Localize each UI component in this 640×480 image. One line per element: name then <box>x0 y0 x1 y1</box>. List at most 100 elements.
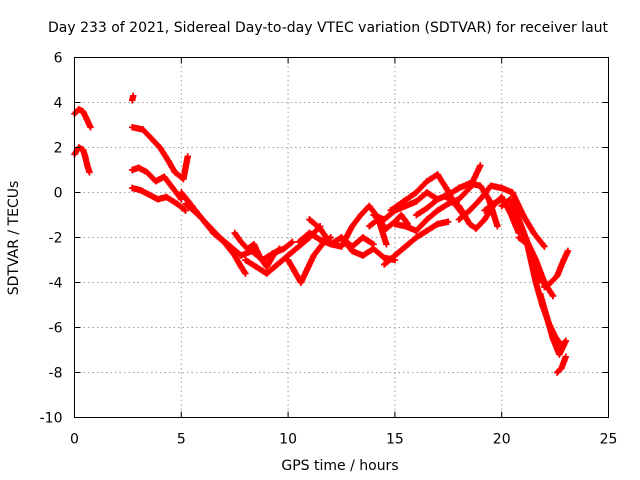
data-point <box>237 263 245 270</box>
y-tick-label: -2 <box>49 231 63 247</box>
series-markers <box>541 247 572 291</box>
x-axis-label: GPS time / hours <box>281 458 398 474</box>
data-point <box>182 207 189 214</box>
data-point <box>562 337 569 345</box>
data-point <box>244 245 251 252</box>
data-point <box>524 241 531 248</box>
data-point <box>515 234 522 241</box>
chart-title: Day 233 of 2021, Sidereal Day-to-day VTE… <box>48 20 609 36</box>
data-point <box>381 254 388 261</box>
data-point <box>304 265 311 273</box>
data-point <box>509 189 516 196</box>
data-point <box>348 247 356 255</box>
data-point <box>489 200 497 207</box>
tick-labels: 0 5 10 15 20 25 -10 -8 -6 -4 -2 0 2 4 6 <box>40 51 618 448</box>
data-point <box>413 189 420 196</box>
data-point <box>257 254 264 261</box>
data-point <box>402 202 409 210</box>
data-point <box>549 335 557 342</box>
series-arc-11 <box>284 234 335 286</box>
data-point <box>75 106 82 113</box>
series-arc-10 <box>242 223 324 277</box>
data-point <box>156 144 164 151</box>
data-point <box>481 216 488 223</box>
data-point <box>423 227 431 234</box>
data-point <box>306 229 313 237</box>
data-point <box>316 225 324 232</box>
data-point <box>178 189 185 196</box>
data-point <box>316 236 324 243</box>
data-point <box>205 223 213 230</box>
data-point <box>237 252 245 259</box>
data-point <box>547 279 555 286</box>
data-point <box>250 241 258 248</box>
series-markers <box>182 200 296 264</box>
series-arc-17 <box>381 218 452 268</box>
series-arc-26 <box>536 290 569 358</box>
data-point <box>413 211 420 219</box>
data-point <box>485 196 493 203</box>
series-markers <box>515 234 569 349</box>
data-point <box>398 211 405 219</box>
data-point <box>539 279 546 286</box>
data-point <box>297 279 305 286</box>
data-point <box>383 225 390 232</box>
data-point <box>455 184 463 192</box>
y-tick-label: 6 <box>54 51 63 67</box>
data-point <box>357 211 364 219</box>
data-point <box>227 243 234 250</box>
x-tick-label: 0 <box>70 432 79 448</box>
data-point <box>128 166 136 174</box>
x-tick-label: 10 <box>279 432 297 448</box>
y-tick-label: 0 <box>54 186 63 202</box>
data-point <box>402 223 409 230</box>
data-point <box>216 234 223 241</box>
data-point <box>381 261 388 268</box>
data-point <box>163 193 170 201</box>
data-point <box>130 92 137 99</box>
data-point <box>327 241 335 248</box>
data-point <box>359 234 367 241</box>
y-tick-label: 2 <box>54 141 63 157</box>
data-point <box>165 157 172 165</box>
y-axis-label: SDTVAR / TECUs <box>6 181 22 296</box>
data-point <box>84 162 91 169</box>
data-point <box>562 353 569 360</box>
data-point <box>487 182 495 189</box>
x-tick-label: 25 <box>600 432 618 448</box>
data-point <box>79 108 87 115</box>
series-arc-8 <box>182 200 296 264</box>
data-point <box>146 191 153 198</box>
data-point <box>306 216 313 223</box>
data-point <box>263 263 270 270</box>
x-tick-label: 15 <box>386 432 404 448</box>
series-arc-27 <box>541 247 572 291</box>
data-point <box>148 135 155 142</box>
series-markers <box>536 290 569 358</box>
data-point <box>310 252 317 259</box>
data-point <box>237 238 245 246</box>
x-tick-label: 20 <box>493 432 511 448</box>
data-point <box>423 189 431 196</box>
y-tick-label: -4 <box>49 276 63 292</box>
data-point <box>284 256 292 264</box>
data-point <box>519 211 527 219</box>
y-tick-label: -8 <box>49 366 63 382</box>
data-point <box>455 196 463 203</box>
data-point <box>242 270 249 277</box>
data-point <box>366 223 373 230</box>
data-point <box>391 252 399 259</box>
data-point <box>173 200 181 207</box>
x-tick-label: 5 <box>177 432 186 448</box>
data-point <box>182 200 189 207</box>
data-point <box>507 196 514 203</box>
data-point <box>139 126 147 133</box>
series-arc-25 <box>515 234 569 349</box>
data-point <box>383 241 390 248</box>
data-point <box>84 117 91 124</box>
data-point <box>515 216 522 223</box>
data-point <box>387 207 394 214</box>
data-point <box>423 216 431 223</box>
data-point <box>423 205 431 212</box>
